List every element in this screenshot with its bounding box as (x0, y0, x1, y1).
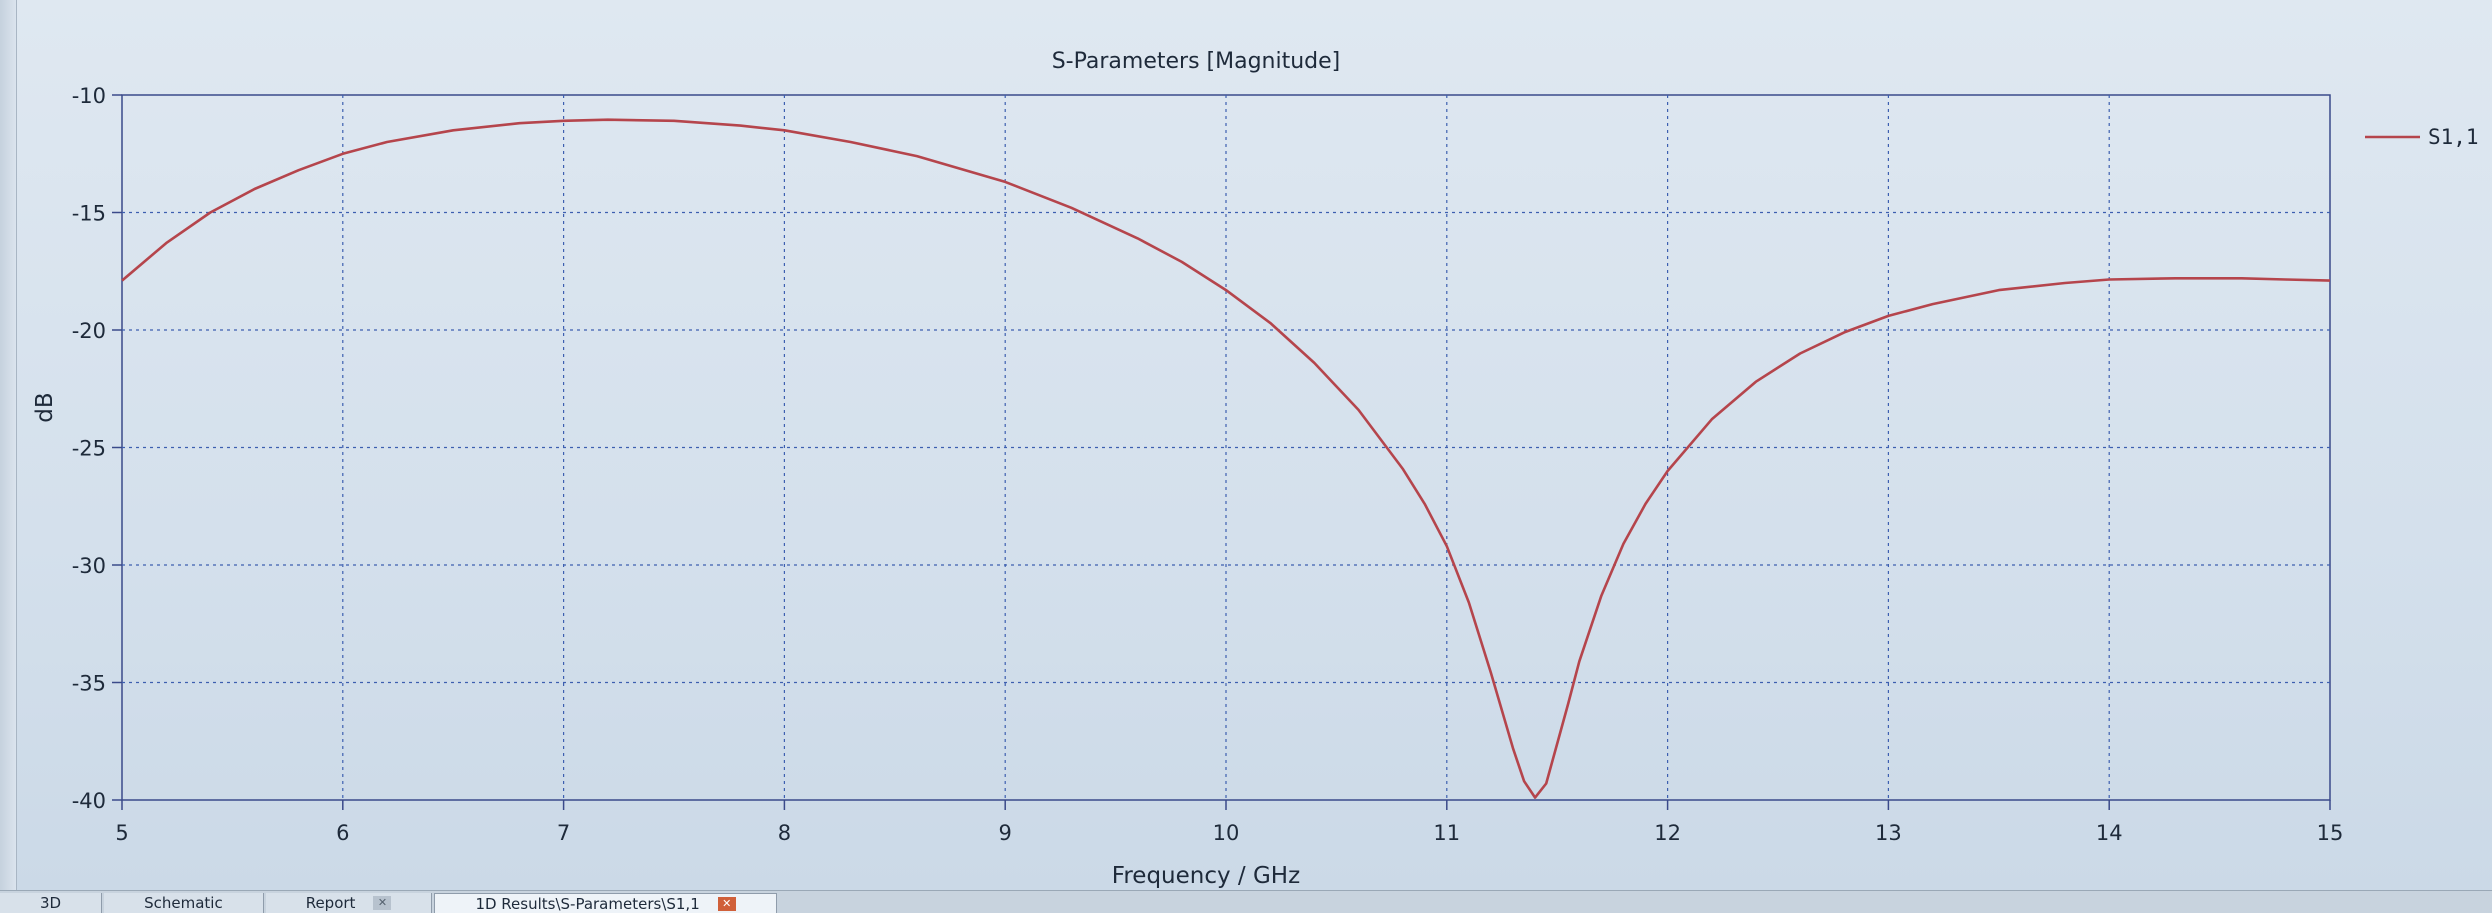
x-tick-label: 12 (1654, 821, 1681, 845)
x-tick-label: 8 (778, 821, 791, 845)
tab-2[interactable]: Report ✕ (266, 893, 433, 913)
tab-3[interactable]: 1D Results\S-Parameters\S1,1 ✕ (434, 893, 776, 913)
y-tick-label: -10 (72, 84, 106, 108)
ticks: 5 6 7 8 9 10 11 12 13 14 15 -10 -15 -20 -25 -30 -35 -40 (72, 84, 2344, 845)
x-tick-label: 5 (115, 821, 128, 845)
y-tick-label: -15 (72, 202, 106, 226)
y-axis-title: dB (32, 392, 58, 422)
tab-label: Schematic (144, 894, 223, 912)
x-tick-label: 9 (999, 821, 1012, 845)
legend[interactable]: S1,1 (2365, 125, 2479, 149)
x-tick-label: 7 (557, 821, 570, 845)
plot-area: 5 6 7 8 9 10 11 12 13 14 15 -10 -15 -20 -25 -30 -35 -40 S… (0, 0, 2492, 890)
x-tick-label: 11 (1433, 821, 1460, 845)
tab-label: 3D (40, 894, 61, 912)
x-tick-label: 10 (1213, 821, 1240, 845)
x-tick-label: 15 (2317, 821, 2344, 845)
close-icon[interactable]: ✕ (373, 896, 391, 910)
result-tab-bar: 3D Schematic Report ✕ 1D Results\S-Parameter… (0, 890, 2492, 913)
tab-1[interactable]: Schematic (104, 893, 264, 913)
x-tick-label: 13 (1875, 821, 1902, 845)
tab-label: 1D Results\S-Parameters\S1,1 (475, 895, 699, 913)
grid (122, 95, 2330, 800)
x-axis-title: Frequency / GHz (1112, 863, 1300, 889)
legend-label: S1,1 (2428, 125, 2479, 149)
x-tick-label: 14 (2096, 821, 2123, 845)
chart-title: S-Parameters [Magnitude] (1052, 49, 1341, 74)
y-tick-label: -25 (72, 437, 106, 461)
close-icon[interactable]: ✕ (718, 897, 736, 911)
s-parameter-chart[interactable]: 5 6 7 8 9 10 11 12 13 14 15 -10 -15 -20 -25 -30 -35 -40 S… (0, 0, 2492, 890)
y-tick-label: -20 (72, 319, 106, 343)
y-tick-label: -40 (72, 789, 106, 813)
y-tick-label: -30 (72, 554, 106, 578)
x-tick-label: 6 (336, 821, 349, 845)
y-tick-label: -35 (72, 672, 106, 696)
tab-label: Report (306, 894, 356, 912)
tab-0[interactable]: 3D (0, 893, 102, 913)
